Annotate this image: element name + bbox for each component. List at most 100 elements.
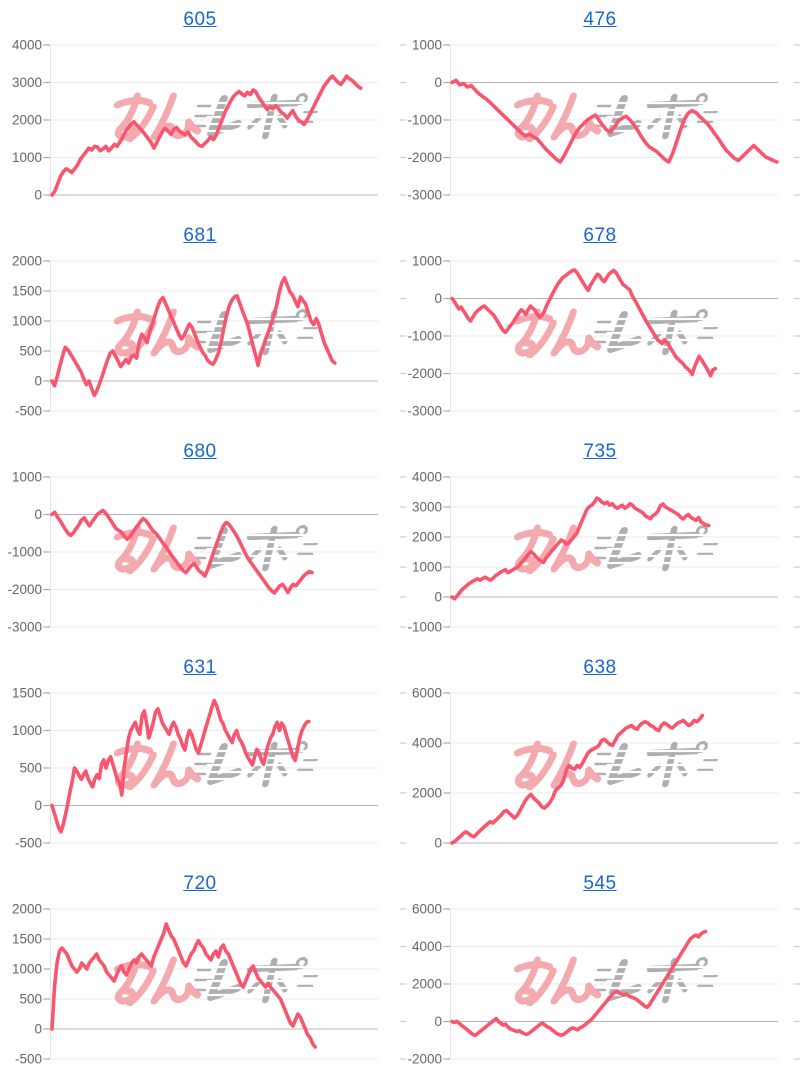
chart-cell: 680 1000 0 -1000 -2000 -3000 — [0, 432, 400, 648]
chart-cell: 605 4000 3000 2000 1000 0 — [0, 0, 400, 216]
y-tick-label: 500 — [19, 761, 42, 776]
y-tick-label: 0 — [34, 798, 42, 813]
chart-cell: 735 4000 3000 2000 1000 0 -1000 — [400, 432, 800, 648]
line-chart: 1000 0 -1000 -2000 -3000 — [400, 38, 800, 203]
y-tick-label: 500 — [19, 344, 42, 359]
line-chart: 6000 4000 2000 0 -2000 — [400, 902, 800, 1067]
minrepo-watermark — [514, 95, 721, 140]
y-tick-label: -2000 — [407, 1052, 442, 1067]
y-tick-label: 1000 — [12, 723, 42, 738]
y-tick-label: 0 — [434, 1014, 442, 1029]
data-series-line — [50, 74, 363, 197]
chart-cell: 638 6000 4000 2000 0 — [400, 648, 800, 864]
data-series-line — [50, 922, 318, 1049]
chart-title-link[interactable]: 638 — [583, 657, 617, 678]
y-tick-label: 0 — [34, 188, 42, 203]
line-chart: 1500 1000 500 0 -500 — [12, 686, 378, 851]
y-tick-label: -1000 — [407, 113, 442, 128]
minrepo-watermark — [114, 527, 321, 572]
minrepo-watermark — [114, 959, 321, 1004]
y-tick-label: 6000 — [412, 686, 442, 701]
y-tick-label: 0 — [434, 291, 442, 306]
line-chart: 2000 1500 1000 500 0 -500 — [12, 902, 378, 1067]
minrepo-watermark — [514, 743, 721, 788]
y-tick-label: 1500 — [12, 686, 42, 701]
y-tick-label: 0 — [34, 507, 42, 522]
chart-title-link[interactable]: 605 — [183, 9, 217, 30]
chart-title-link[interactable]: 476 — [583, 9, 617, 30]
y-tick-label: -500 — [15, 404, 42, 419]
y-tick-label: 1500 — [12, 284, 42, 299]
y-tick-label: 0 — [34, 374, 42, 389]
y-tick-label: 2000 — [412, 786, 442, 801]
chart-title-link[interactable]: 678 — [583, 225, 617, 246]
data-series-line — [450, 713, 705, 845]
chart-cell: 681 2000 1500 1000 500 0 -500 — [0, 216, 400, 432]
minrepo-watermark — [514, 311, 721, 356]
chart-title-link[interactable]: 681 — [183, 225, 217, 246]
chart-cell: 545 6000 4000 2000 0 -2000 — [400, 864, 800, 1080]
minrepo-watermark — [114, 95, 321, 140]
y-tick-label: -2000 — [7, 582, 42, 597]
chart-cell: 631 1500 1000 500 0 -500 — [0, 648, 400, 864]
y-tick-label: 0 — [434, 836, 442, 851]
y-tick-label: -2000 — [407, 366, 442, 381]
y-tick-label: 4000 — [412, 736, 442, 751]
chart-cell: 476 1000 0 -1000 -2000 -3000 — [400, 0, 800, 216]
y-tick-label: 1000 — [412, 560, 442, 575]
line-chart: 4000 3000 2000 1000 0 -1000 — [400, 470, 800, 635]
chart-title-link[interactable]: 631 — [183, 657, 217, 678]
line-chart: 6000 4000 2000 0 — [400, 686, 800, 851]
chart-title-link[interactable]: 735 — [583, 441, 617, 462]
y-tick-label: 0 — [34, 1022, 42, 1037]
y-tick-label: 1500 — [12, 932, 42, 947]
y-tick-label: 1000 — [12, 150, 42, 165]
data-series-line — [50, 508, 314, 595]
y-tick-label: -1000 — [407, 329, 442, 344]
y-tick-label: -500 — [15, 836, 42, 851]
y-tick-label: -3000 — [7, 620, 42, 635]
y-tick-label: 4000 — [412, 939, 442, 954]
y-tick-label: 2000 — [12, 254, 42, 269]
y-tick-label: 1000 — [412, 38, 442, 53]
y-tick-label: 2000 — [12, 113, 42, 128]
line-chart: 1000 0 -1000 -2000 -3000 — [400, 254, 800, 419]
y-tick-label: 3000 — [412, 500, 442, 515]
y-tick-label: -1000 — [407, 620, 442, 635]
y-tick-label: 1000 — [12, 962, 42, 977]
y-tick-label: 0 — [434, 590, 442, 605]
y-tick-label: 1000 — [12, 470, 42, 485]
line-chart: 1000 0 -1000 -2000 -3000 — [7, 470, 378, 635]
line-chart: 4000 3000 2000 1000 0 — [12, 38, 378, 203]
y-tick-label: 0 — [434, 75, 442, 90]
data-series-line — [450, 268, 718, 378]
y-tick-label: 2000 — [412, 977, 442, 992]
data-series-line — [450, 78, 779, 164]
y-tick-label: 4000 — [12, 38, 42, 53]
y-tick-label: -2000 — [407, 150, 442, 165]
y-tick-label: 1000 — [12, 314, 42, 329]
y-tick-label: 6000 — [412, 902, 442, 917]
minrepo-watermark — [114, 311, 321, 356]
y-tick-label: -1000 — [7, 545, 42, 560]
y-tick-label: 1000 — [412, 254, 442, 269]
chart-cell: 720 2000 1500 1000 500 0 -500 — [0, 864, 400, 1080]
y-tick-label: 500 — [19, 992, 42, 1007]
y-tick-label: -3000 — [407, 404, 442, 419]
minrepo-watermark — [514, 527, 721, 572]
y-tick-label: 4000 — [412, 470, 442, 485]
minrepo-watermark — [514, 959, 721, 1004]
y-tick-label: 3000 — [12, 75, 42, 90]
data-series-line — [450, 496, 711, 601]
y-tick-label: -3000 — [407, 188, 442, 203]
chart-title-link[interactable]: 545 — [583, 873, 617, 894]
data-series-line — [50, 698, 311, 834]
chart-title-link[interactable]: 720 — [183, 873, 217, 894]
chart-title-link[interactable]: 680 — [183, 441, 217, 462]
data-series-line — [50, 275, 337, 398]
minrepo-watermark — [114, 743, 321, 788]
y-tick-label: -500 — [15, 1052, 42, 1067]
data-series-line — [450, 929, 708, 1038]
line-chart: 2000 1500 1000 500 0 -500 — [12, 254, 378, 419]
